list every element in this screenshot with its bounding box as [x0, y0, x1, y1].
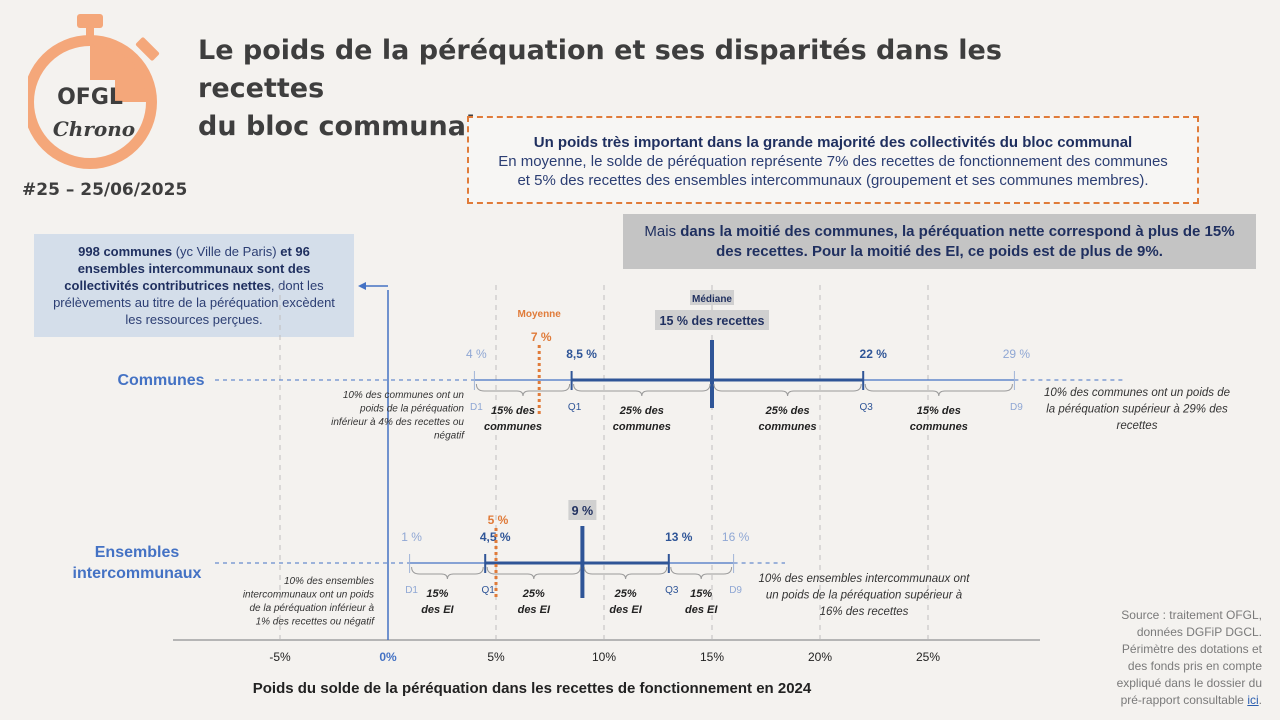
ei-median-label: 9 %	[572, 504, 594, 518]
communes-segment-label-0-0: 15% des	[491, 405, 535, 417]
communes-brace-2	[713, 383, 862, 397]
ei-mean-label: 5 %	[488, 513, 509, 527]
ei-high-note-1: un poids de la péréquation supérieur à	[766, 590, 963, 602]
ei-brace-0	[411, 566, 484, 580]
tick-label: -5%	[269, 650, 291, 664]
communes-median-label: 15 % des recettes	[660, 314, 765, 328]
issue-number: #25 – 25/06/2025	[22, 180, 188, 200]
communes-value-label-d1: 4 %	[466, 347, 487, 361]
source-link[interactable]: ici	[1247, 693, 1259, 707]
ei-low-note-1: intercommunaux ont un poids	[243, 590, 374, 601]
tick-label: 10%	[592, 650, 616, 664]
ei-segment-label-1-0: 25%	[522, 588, 545, 600]
median-title-bg	[690, 290, 734, 305]
contrib-b2: et 96 ensembles intercommunaux sont des …	[64, 244, 311, 293]
communes-segment-label-2-1: communes	[759, 421, 817, 433]
communes-point-label-d9: D9	[1010, 402, 1023, 413]
ei-brace-2	[583, 566, 668, 580]
summary-box: Un poids très important dans la grande m…	[467, 116, 1199, 204]
communes-brace-3	[864, 383, 1013, 397]
communes-low-note-1: poids de la péréquation	[359, 404, 464, 415]
median-value-bg	[655, 310, 769, 330]
communes-segment-label-3-1: communes	[910, 421, 968, 433]
contributors-box: 998 communes (yc Ville de Paris) et 96 e…	[34, 234, 354, 337]
ei-value-label-d9: 16 %	[722, 530, 750, 544]
ei-series-name-0: Ensembles	[95, 544, 180, 561]
logo-name: OFGL	[57, 85, 123, 110]
median-box-t1: Mais	[644, 223, 681, 240]
ei-segment-label-0-1: des EI	[421, 604, 454, 616]
median-box: Mais dans la moitié des communes, la pér…	[623, 214, 1256, 269]
communes-brace-1	[573, 383, 711, 397]
tick-label: 5%	[487, 650, 505, 664]
contrib-t2: , dont les prélèvements au titre de la p…	[53, 278, 335, 327]
communes-point-label-d1: D1	[470, 402, 483, 413]
ei-point-label-d1: D1	[405, 585, 418, 596]
ei-segment-label-2-0: 25%	[614, 588, 637, 600]
communes-mean-label: 7 %	[531, 330, 552, 344]
x-axis-title: Poids du solde de la péréquation dans le…	[253, 680, 812, 697]
communes-point-label-q1: Q1	[568, 402, 582, 413]
median-title: Médiane	[692, 294, 732, 305]
communes-value-label-q3: 22 %	[860, 347, 888, 361]
page-title: Le poids de la péréquation et ses dispar…	[198, 32, 1078, 146]
contrib-t1: (yc Ville de Paris)	[172, 244, 281, 259]
summary-line-2: et 5% des recettes des ensembles interco…	[517, 172, 1149, 189]
ei-high-note-0: 10% des ensembles intercommunaux ont	[759, 573, 971, 585]
communes-high-note-0: 10% des communes ont un poids de	[1044, 387, 1230, 399]
ei-value-label-d1: 1 %	[401, 530, 422, 544]
source-text: Source : traitement OFGL, données DGFiP …	[1116, 608, 1262, 707]
median-box-t3: des recettes. Pour la moitié des EI, ce …	[716, 243, 1163, 260]
ei-segment-label-3-0: 15%	[690, 588, 712, 600]
ei-low-note-2: de la péréquation inférieur à	[249, 603, 374, 614]
summary-heading: Un poids très important dans la grande m…	[533, 134, 1133, 151]
median-box-t2: dans la moitié des communes, la péréquat…	[680, 223, 1235, 240]
communes-low-note-0: 10% des communes ont un	[343, 390, 465, 401]
communes-segment-label-1-0: 25% des	[619, 405, 664, 417]
tick-label: 15%	[700, 650, 724, 664]
contrib-b1: 998 communes	[78, 244, 173, 259]
communes-high-note-2: recettes	[1117, 420, 1158, 432]
communes-value-label-q1: 8,5 %	[566, 347, 597, 361]
communes-segment-label-3-0: 15% des	[917, 405, 961, 417]
ei-low-note-0: 10% des ensembles	[284, 576, 374, 587]
ei-brace-1	[486, 566, 581, 580]
ei-point-label-q3: Q3	[665, 585, 679, 596]
ei-value-label-q3: 13 %	[665, 530, 693, 544]
title-line-2: du bloc communal	[198, 111, 476, 142]
communes-high-note-1: la péréquation supérieur à 29% des	[1046, 404, 1228, 416]
ei-segment-label-2-1: des EI	[609, 604, 642, 616]
communes-segment-label-2-0: 25% des	[765, 405, 810, 417]
mean-title: Moyenne	[518, 309, 562, 320]
communes-series-name: Communes	[117, 372, 204, 389]
ei-high-note-2: 16% des recettes	[820, 606, 909, 618]
title-line-1: Le poids de la péréquation et ses dispar…	[198, 35, 1002, 104]
communes-value-label-d9: 29 %	[1003, 347, 1031, 361]
communes-segment-label-1-1: communes	[613, 421, 671, 433]
source-end: .	[1258, 693, 1262, 707]
ei-series-name-1: intercommunaux	[73, 565, 202, 582]
communes-low-note-2: inférieur à 4% des recettes ou	[331, 417, 464, 428]
communes-point-label-q3: Q3	[860, 402, 874, 413]
summary-line-1: En moyenne, le solde de péréquation repr…	[498, 153, 1168, 170]
tick-label: 20%	[808, 650, 832, 664]
ei-point-label-q1: Q1	[482, 585, 496, 596]
communes-segment-label-0-1: communes	[484, 421, 542, 433]
ei-low-note-3: 1% des recettes ou négatif	[256, 617, 376, 628]
ei-brace-3	[670, 566, 733, 580]
communes-brace-0	[475, 383, 571, 397]
ofgl-logo: OFGL Chrono	[28, 14, 160, 169]
ei-median-value-bg	[568, 500, 597, 520]
arrow-head-icon	[358, 282, 366, 290]
ei-segment-label-0-0: 15%	[426, 588, 448, 600]
ei-segment-label-3-1: des EI	[685, 604, 718, 616]
logo-sub: Chrono	[53, 117, 135, 141]
ei-point-label-d9: D9	[729, 585, 742, 596]
tick-label: 25%	[916, 650, 940, 664]
communes-low-note-3: négatif	[434, 431, 465, 442]
source-note: Source : traitement OFGL, données DGFiP …	[1100, 607, 1262, 709]
tick-label: 0%	[379, 650, 397, 664]
ei-segment-label-1-1: des EI	[518, 604, 551, 616]
